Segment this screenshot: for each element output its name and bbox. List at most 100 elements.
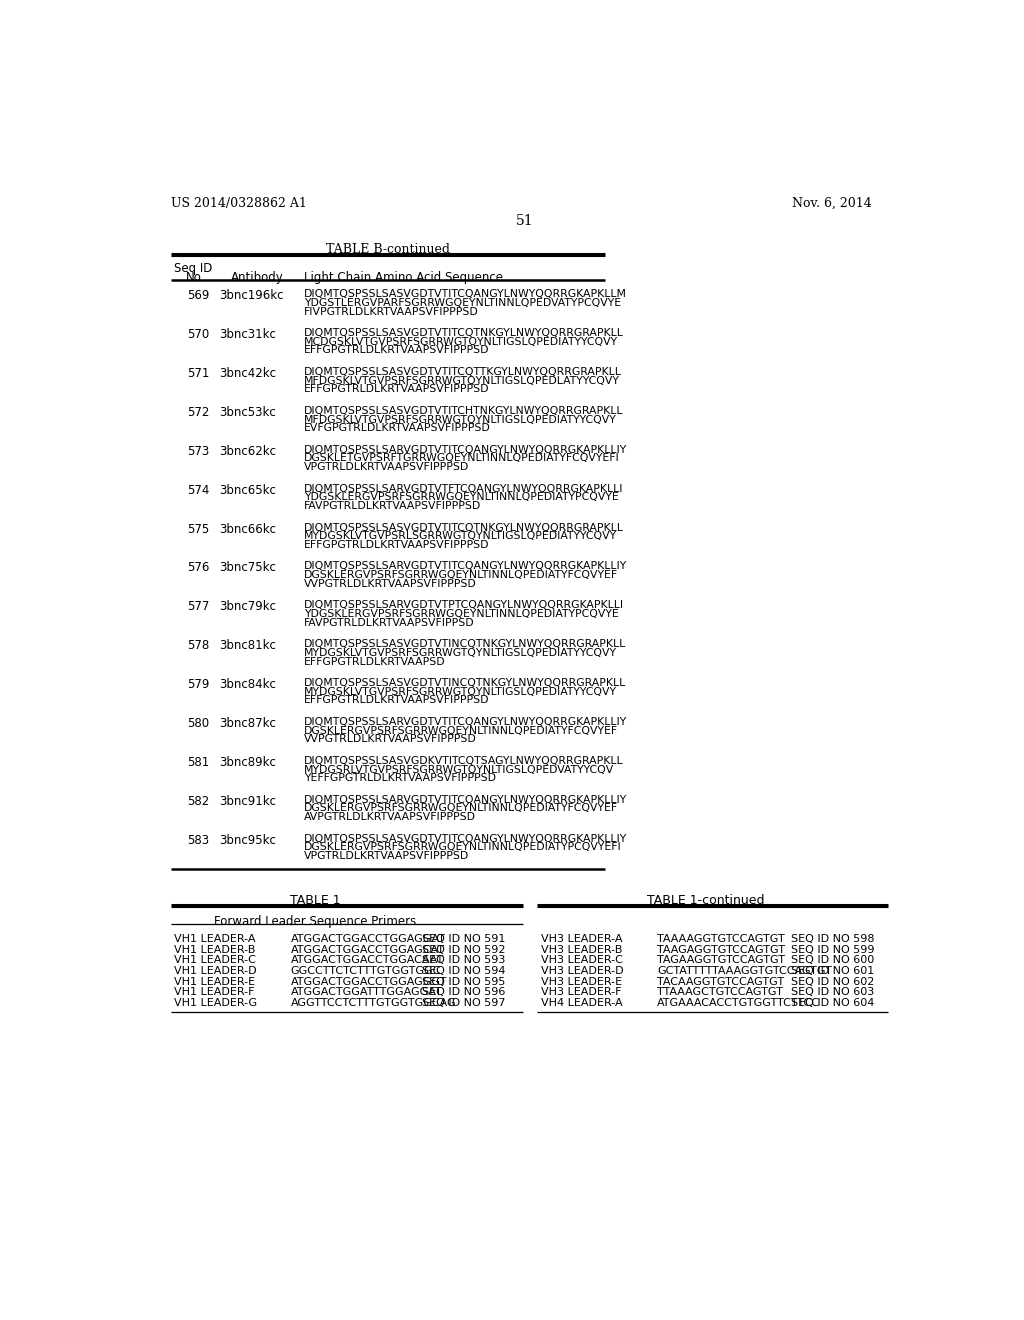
Text: 573: 573: [187, 445, 209, 458]
Text: 578: 578: [187, 639, 209, 652]
Text: SEQ ID NO 603: SEQ ID NO 603: [791, 987, 873, 998]
Text: MYDGSKLVTGVPSRFSGRRWGTQYNLTIGSLQPEDIATYYCQVY: MYDGSKLVTGVPSRFSGRRWGTQYNLTIGSLQPEDIATYY…: [304, 648, 616, 657]
Text: 3bnc53kc: 3bnc53kc: [219, 407, 276, 418]
Text: VVPGTRLDLKRTVAAPSVFIPPPSD: VVPGTRLDLKRTVAAPSVFIPPPSD: [304, 578, 477, 589]
Text: 3bnc196kc: 3bnc196kc: [219, 289, 284, 302]
Text: MYDGSKLVTGVPSRFSGRRWGTQYNLTIGSLQPEDIATYYCQVY: MYDGSKLVTGVPSRFSGRRWGTQYNLTIGSLQPEDIATYY…: [304, 686, 616, 697]
Text: YDGSKLERGVPSRFSGRRWGQEYNLTINNLQPEDIATYPCQVYE: YDGSKLERGVPSRFSGRRWGQEYNLTINNLQPEDIATYPC…: [304, 492, 618, 503]
Text: VH1 LEADER-B: VH1 LEADER-B: [174, 945, 256, 954]
Text: 3bnc89kc: 3bnc89kc: [219, 756, 276, 770]
Text: 3bnc87kc: 3bnc87kc: [219, 717, 276, 730]
Text: 572: 572: [187, 407, 209, 418]
Text: AGGTTCCTCTTTGTGGTGGCAG: AGGTTCCTCTTTGTGGTGGCAG: [291, 998, 457, 1008]
Text: ATGGACTGGACCTGGAGGGT: ATGGACTGGACCTGGAGGGT: [291, 977, 447, 986]
Text: 3bnc75kc: 3bnc75kc: [219, 561, 276, 574]
Text: YEFFGPGTRLDLKRTVAAPSVFIPPPSD: YEFFGPGTRLDLKRTVAAPSVFIPPPSD: [304, 774, 496, 783]
Text: VH1 LEADER-F: VH1 LEADER-F: [174, 987, 255, 998]
Text: 583: 583: [187, 834, 209, 846]
Text: EFFGPGTRLDLKRTVAAPSVFIPPPSD: EFFGPGTRLDLKRTVAAPSVFIPPPSD: [304, 696, 489, 705]
Text: DIQMTQSPSSLSARVGDTVTFTCQANGYLNWYQQRRGKAPKLLI: DIQMTQSPSSLSARVGDTVTFTCQANGYLNWYQQRRGKAP…: [304, 483, 624, 494]
Text: TTAAAGCTGTCCAGTGT: TTAAAGCTGTCCAGTGT: [657, 987, 783, 998]
Text: MFDGSKLVTGVPSRFSGRRWGTQYNLTIGSLQPEDLATYYCQVY: MFDGSKLVTGVPSRFSGRRWGTQYNLTIGSLQPEDLATYY…: [304, 376, 620, 385]
Text: No.: No.: [186, 271, 206, 284]
Text: ATGGACTGGATTTGGAGGAT: ATGGACTGGATTTGGAGGAT: [291, 987, 442, 998]
Text: MCDGSKLVTGVPSRFSGRRWGTQYNLTIGSLQPEDIATYYCQVY: MCDGSKLVTGVPSRFSGRRWGTQYNLTIGSLQPEDIATYY…: [304, 337, 618, 347]
Text: DIQMTQSPSSLSASVGDTVTITCQTNKGYLNWYQQRRGRAPKLL: DIQMTQSPSSLSASVGDTVTITCQTNKGYLNWYQQRRGRA…: [304, 329, 624, 338]
Text: DGSKLERGVPSRFSGRRWGQEYNLTINNLQPEDIATYPCQVYEFI: DGSKLERGVPSRFSGRRWGQEYNLTINNLQPEDIATYPCQ…: [304, 842, 622, 853]
Text: VPGTRLDLKRTVAAPSVFIPPPSD: VPGTRLDLKRTVAAPSVFIPPPSD: [304, 462, 469, 473]
Text: VH3 LEADER-A: VH3 LEADER-A: [541, 935, 623, 944]
Text: FIVPGTRLDLKRTVAAPSVFIPPPSD: FIVPGTRLDLKRTVAAPSVFIPPPSD: [304, 306, 478, 317]
Text: TABLE 1-continued: TABLE 1-continued: [646, 894, 764, 907]
Text: SEQ ID NO 597: SEQ ID NO 597: [423, 998, 506, 1008]
Text: SEQ ID NO 595: SEQ ID NO 595: [423, 977, 506, 986]
Text: VH1 LEADER-C: VH1 LEADER-C: [174, 956, 256, 965]
Text: SEQ ID NO 600: SEQ ID NO 600: [791, 956, 873, 965]
Text: MYDGSRLVTGVPSRFSGRRWGTQYNLTIGSLQPEDVATYYCQV: MYDGSRLVTGVPSRFSGRRWGTQYNLTIGSLQPEDVATYY…: [304, 764, 614, 775]
Text: DIQMTQSPSSLSARVGDTVTITCQANGYLNWYQQRRGKAPKLLIY: DIQMTQSPSSLSARVGDTVTITCQANGYLNWYQQRRGKAP…: [304, 561, 627, 572]
Text: GGCCTTCTCTTTGTGGTGGC: GGCCTTCTCTTTGTGGTGGC: [291, 966, 441, 975]
Text: DGSKLERGVPSRFSGRRWGQEYNLTINNLQPEDIATYFCQVYEF: DGSKLERGVPSRFSGRRWGQEYNLTINNLQPEDIATYFCQ…: [304, 726, 618, 735]
Text: SEQ ID NO 592: SEQ ID NO 592: [423, 945, 506, 954]
Text: DGSKLERGVPSRFSGRRWGQEYNLTINNLQPEDIATYFCQVYEF: DGSKLERGVPSRFSGRRWGQEYNLTINNLQPEDIATYFCQ…: [304, 570, 618, 579]
Text: YDGSTLERGVPARFSGRRWGQEYNLTINNLQPEDVATYPCQVYE: YDGSTLERGVPARFSGRRWGQEYNLTINNLQPEDVATYPC…: [304, 298, 621, 308]
Text: DIQMTQSPSSLSASVGDTVTINCQTNKGYLNWYQQRRGRAPKLL: DIQMTQSPSSLSASVGDTVTINCQTNKGYLNWYQQRRGRA…: [304, 678, 626, 688]
Text: ATGGACTGGACCTGGAGGAT: ATGGACTGGACCTGGAGGAT: [291, 935, 445, 944]
Text: TABLE B-continued: TABLE B-continued: [326, 243, 450, 256]
Text: SEQ ID NO 598: SEQ ID NO 598: [791, 935, 874, 944]
Text: EFFGPGTRLDLKRTVAAPSVFIPPPSD: EFFGPGTRLDLKRTVAAPSVFIPPPSD: [304, 346, 489, 355]
Text: ATGAAACACCTGTGGTTCTTCC: ATGAAACACCTGTGGTTCTTCC: [657, 998, 820, 1008]
Text: Seq ID: Seq ID: [174, 263, 213, 276]
Text: YDGSKLERGVPSRFSGRRWGQEYNLTINNLQPEDIATYPCQVYE: YDGSKLERGVPSRFSGRRWGQEYNLTINNLQPEDIATYPC…: [304, 609, 618, 619]
Text: FAVPGTRLDLKRTVAAPSVFIPPPSD: FAVPGTRLDLKRTVAAPSVFIPPPSD: [304, 502, 481, 511]
Text: VH3 LEADER-E: VH3 LEADER-E: [541, 977, 623, 986]
Text: 574: 574: [187, 483, 209, 496]
Text: US 2014/0328862 A1: US 2014/0328862 A1: [171, 197, 306, 210]
Text: DIQMTQSPSSLSASVGDTVTITCQANGYLNWYQQRRGKAPKLLIY: DIQMTQSPSSLSASVGDTVTITCQANGYLNWYQQRRGKAP…: [304, 834, 627, 843]
Text: 569: 569: [187, 289, 209, 302]
Text: TAAAAGGTGTCCAGTGT: TAAAAGGTGTCCAGTGT: [657, 935, 785, 944]
Text: DIQMTQSPSSLSASVGDTVTINCQTNKGYLNWYQQRRGRAPKLL: DIQMTQSPSSLSASVGDTVTINCQTNKGYLNWYQQRRGRA…: [304, 639, 626, 649]
Text: Antibody: Antibody: [231, 271, 284, 284]
Text: 3bnc84kc: 3bnc84kc: [219, 678, 276, 692]
Text: 580: 580: [187, 717, 209, 730]
Text: Nov. 6, 2014: Nov. 6, 2014: [793, 197, 872, 210]
Text: SEQ ID NO 591: SEQ ID NO 591: [423, 935, 506, 944]
Text: 571: 571: [187, 367, 209, 380]
Text: DIQMTQSPSSLSASVGDKVTITCQTSAGYLNWYQQRRGRAPKLL: DIQMTQSPSSLSASVGDKVTITCQTSAGYLNWYQQRRGRA…: [304, 756, 624, 766]
Text: VH3 LEADER-F: VH3 LEADER-F: [541, 987, 622, 998]
Text: VH4 LEADER-A: VH4 LEADER-A: [541, 998, 623, 1008]
Text: VH1 LEADER-G: VH1 LEADER-G: [174, 998, 258, 1008]
Text: Forward Leader Sequence Primers: Forward Leader Sequence Primers: [214, 915, 417, 928]
Text: EVFGPGTRLDLKRTVAAPSVFIPPPSD: EVFGPGTRLDLKRTVAAPSVFIPPPSD: [304, 424, 490, 433]
Text: 51: 51: [516, 214, 534, 228]
Text: 3bnc91kc: 3bnc91kc: [219, 795, 276, 808]
Text: SEQ ID NO 599: SEQ ID NO 599: [791, 945, 874, 954]
Text: DIQMTQSPSSLSARVGDTVTITCQANGYLNWYQQRRGKAPKLLIY: DIQMTQSPSSLSARVGDTVTITCQANGYLNWYQQRRGKAP…: [304, 445, 627, 455]
Text: 579: 579: [187, 678, 209, 692]
Text: 3bnc62kc: 3bnc62kc: [219, 445, 276, 458]
Text: 3bnc65kc: 3bnc65kc: [219, 483, 276, 496]
Text: SEQ ID NO 604: SEQ ID NO 604: [791, 998, 874, 1008]
Text: VVPGTRLDLKRTVAAPSVFIPPPSD: VVPGTRLDLKRTVAAPSVFIPPPSD: [304, 734, 477, 744]
Text: EFFGPGTRLDLKRTVAAPSVFIPPPSD: EFFGPGTRLDLKRTVAAPSVFIPPPSD: [304, 540, 489, 550]
Text: 3bnc42kc: 3bnc42kc: [219, 367, 276, 380]
Text: 582: 582: [187, 795, 209, 808]
Text: 577: 577: [187, 601, 209, 614]
Text: DGSKLERGVPSRFSGRRWGQEYNLTINNLQPEDIATYFCQVYEF: DGSKLERGVPSRFSGRRWGQEYNLTINNLQPEDIATYFCQ…: [304, 804, 618, 813]
Text: 575: 575: [187, 523, 209, 536]
Text: GCTATTTTTAAAGGTGTCCAGTGT: GCTATTTTTAAAGGTGTCCAGTGT: [657, 966, 833, 975]
Text: SEQ ID NO 596: SEQ ID NO 596: [423, 987, 506, 998]
Text: 3bnc95kc: 3bnc95kc: [219, 834, 276, 846]
Text: EFFGPGTRLDLKRTVAAPSD: EFFGPGTRLDLKRTVAAPSD: [304, 656, 445, 667]
Text: 3bnc79kc: 3bnc79kc: [219, 601, 276, 614]
Text: SEQ ID NO 594: SEQ ID NO 594: [423, 966, 506, 975]
Text: VH1 LEADER-D: VH1 LEADER-D: [174, 966, 257, 975]
Text: Light Chain Amino Acid Sequence: Light Chain Amino Acid Sequence: [304, 271, 503, 284]
Text: EFFGPGTRLDLKRTVAAPSVFIPPPSD: EFFGPGTRLDLKRTVAAPSVFIPPPSD: [304, 384, 489, 395]
Text: VH3 LEADER-D: VH3 LEADER-D: [541, 966, 624, 975]
Text: DIQMTQSPSSLSASVGDTVTITCQANGYLNWYQQRRGKAPKLLM: DIQMTQSPSSLSASVGDTVTITCQANGYLNWYQQRRGKAP…: [304, 289, 627, 300]
Text: SEQ ID NO 601: SEQ ID NO 601: [791, 966, 873, 975]
Text: 570: 570: [187, 329, 209, 341]
Text: DGSKLETGVPSRFTGRRWGQEYNLTINNLQPEDIATYFCQVYEFI: DGSKLETGVPSRFTGRRWGQEYNLTINNLQPEDIATYFCQ…: [304, 454, 620, 463]
